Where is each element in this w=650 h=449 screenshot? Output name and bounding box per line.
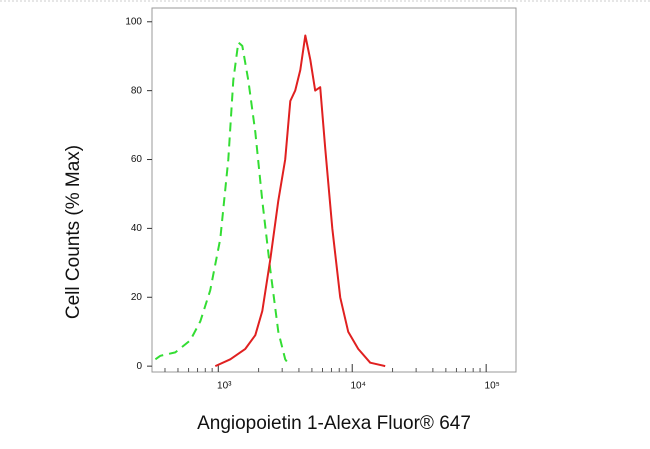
x-axis-label: Angiopoietin 1-Alexa Fluor® 647 bbox=[197, 413, 471, 434]
x-tick-label: 10³ bbox=[217, 381, 232, 392]
histogram-line bbox=[154, 41, 292, 367]
y-tick-label: 0 bbox=[136, 361, 142, 372]
plot-frame bbox=[151, 7, 517, 373]
x-tick-label: 10⁵ bbox=[485, 381, 500, 392]
y-axis-label: Cell Counts (% Max) bbox=[63, 145, 84, 319]
y-tick-label: 20 bbox=[131, 292, 143, 303]
histogram-line bbox=[214, 34, 386, 368]
y-tick-label: 40 bbox=[131, 223, 143, 234]
y-tick-label: 80 bbox=[131, 85, 143, 96]
y-tick-label: 60 bbox=[131, 154, 143, 165]
y-tick-label: 100 bbox=[125, 16, 142, 27]
x-tick-label: 10⁴ bbox=[351, 381, 366, 392]
